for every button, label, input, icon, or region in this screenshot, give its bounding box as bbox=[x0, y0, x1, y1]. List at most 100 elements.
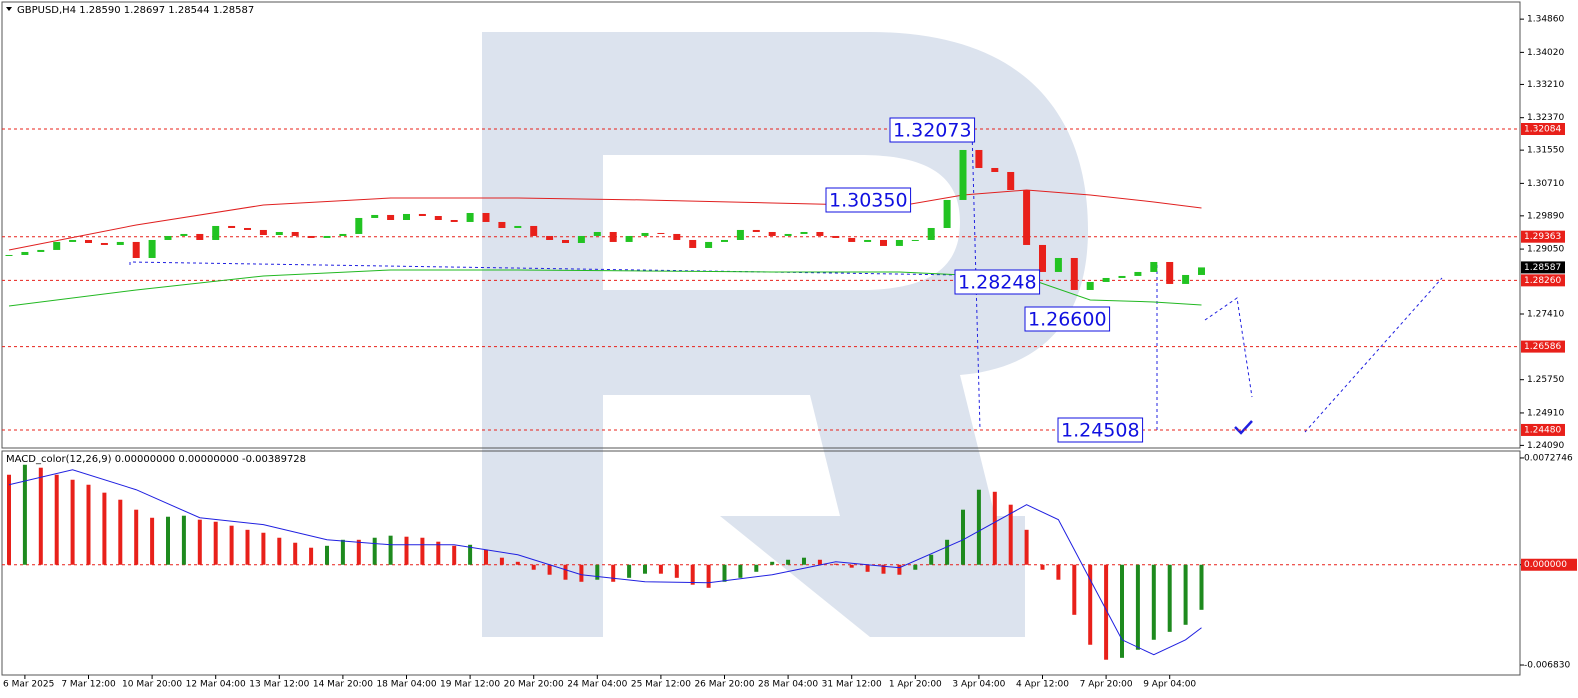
macd-bar bbox=[976, 489, 981, 565]
macd-bar bbox=[690, 564, 695, 585]
annotation-box bbox=[1057, 417, 1144, 443]
candle bbox=[895, 239, 903, 246]
macd-bar bbox=[197, 519, 202, 565]
price-box-label: 1.29363 bbox=[1524, 232, 1561, 242]
candle bbox=[37, 249, 45, 252]
macd-bar bbox=[1120, 564, 1124, 658]
x-tick-label: 14 Mar 20:00 bbox=[313, 680, 373, 690]
y-tick-label: 1.24090 bbox=[1527, 441, 1564, 451]
macd-bar bbox=[786, 559, 791, 565]
x-tick-label: 9 Apr 04:00 bbox=[1143, 680, 1196, 690]
macd-bar bbox=[499, 557, 504, 565]
macd-title: MACD_color(12,26,9) 0.00000000 0.0000000… bbox=[6, 454, 306, 465]
macd-bar bbox=[229, 525, 234, 565]
candle bbox=[641, 232, 649, 236]
macd-bar bbox=[961, 509, 965, 565]
candle bbox=[228, 225, 236, 228]
macd-bar bbox=[897, 564, 902, 575]
y-tick-label: 1.27410 bbox=[1527, 309, 1564, 319]
macd-bar bbox=[340, 539, 345, 565]
macd-bar bbox=[754, 564, 759, 572]
candle bbox=[69, 239, 77, 242]
macd-panel bbox=[1, 450, 1521, 676]
macd-bar bbox=[468, 544, 473, 565]
annotation: 1.26600 bbox=[1028, 309, 1107, 331]
annotation-box bbox=[1024, 306, 1111, 332]
x-tick-label: 3 Apr 04:00 bbox=[952, 680, 1005, 690]
macd-bar bbox=[1072, 564, 1077, 615]
macd-bar bbox=[54, 474, 59, 565]
candle bbox=[736, 229, 744, 240]
macd-bar bbox=[86, 484, 91, 565]
menu-arrow bbox=[6, 7, 12, 11]
price-box-label: 1.28587 bbox=[1524, 263, 1561, 273]
candle bbox=[593, 231, 601, 236]
candle bbox=[387, 214, 395, 220]
candle bbox=[959, 149, 967, 200]
candle bbox=[1198, 267, 1205, 275]
macd-bar bbox=[325, 545, 329, 565]
candle bbox=[132, 241, 140, 258]
candle bbox=[705, 241, 713, 248]
y-tick-label: 1.25750 bbox=[1527, 375, 1564, 385]
x-tick-label: 28 Mar 04:00 bbox=[758, 680, 818, 690]
candle bbox=[1023, 189, 1031, 245]
macd-bar bbox=[150, 517, 155, 565]
candle bbox=[371, 214, 379, 218]
candle bbox=[546, 235, 554, 240]
candle bbox=[482, 212, 490, 222]
macd-bar bbox=[547, 564, 552, 575]
candle bbox=[514, 225, 522, 228]
candle bbox=[562, 239, 569, 243]
candle bbox=[212, 225, 220, 240]
candle bbox=[355, 217, 363, 234]
candle bbox=[816, 231, 824, 236]
candle bbox=[1054, 257, 1062, 272]
candle bbox=[784, 233, 792, 236]
macd-bar bbox=[595, 564, 600, 580]
chart-title: GBPUSD,H4 1.28590 1.28697 1.28544 1.2858… bbox=[17, 5, 254, 16]
macd-bar bbox=[515, 561, 520, 565]
y-tick-label: 1.33210 bbox=[1527, 80, 1564, 90]
candle bbox=[689, 239, 697, 248]
price-box bbox=[1521, 423, 1565, 436]
x-tick-label: 7 Mar 12:00 bbox=[61, 680, 116, 690]
macd-bar bbox=[579, 564, 584, 582]
macd-bar bbox=[1183, 564, 1188, 625]
candle bbox=[259, 229, 267, 235]
price-box-label: 1.32084 bbox=[1524, 125, 1561, 135]
y-tick-label: 1.30710 bbox=[1527, 179, 1564, 189]
macd-bar bbox=[181, 515, 186, 565]
candle bbox=[21, 251, 29, 255]
moving-average bbox=[8, 269, 1202, 307]
candle bbox=[752, 229, 760, 232]
annotation-box bbox=[825, 187, 912, 213]
candle bbox=[975, 149, 983, 168]
macd-bar bbox=[1056, 564, 1061, 580]
signal-line bbox=[8, 469, 1202, 656]
macd-bar bbox=[1008, 504, 1013, 565]
candle bbox=[1166, 261, 1174, 284]
candle bbox=[1039, 244, 1046, 272]
macd-bar bbox=[38, 467, 43, 565]
x-tick-label: 1 Apr 20:00 bbox=[889, 680, 942, 690]
macd-bar bbox=[1040, 564, 1045, 570]
macd-bar bbox=[293, 542, 298, 565]
macd-bar bbox=[770, 561, 775, 565]
candle bbox=[1134, 271, 1142, 276]
candle bbox=[434, 215, 442, 220]
y-tick-label: 1.31550 bbox=[1527, 146, 1564, 156]
macd-bar bbox=[658, 564, 663, 574]
candle bbox=[943, 199, 951, 228]
x-tick-label: 7 Apr 20:00 bbox=[1080, 680, 1133, 690]
candle bbox=[880, 239, 887, 246]
x-tick-label: 6 Mar 2025 bbox=[3, 680, 54, 690]
main-panel bbox=[1, 1, 1521, 449]
macd-bar bbox=[1104, 564, 1109, 660]
macd-bar bbox=[1199, 564, 1204, 610]
annotation: 1.28248 bbox=[958, 272, 1037, 294]
candle bbox=[418, 213, 426, 216]
x-tick-label: 13 Mar 12:00 bbox=[249, 680, 309, 690]
candle bbox=[85, 239, 92, 243]
